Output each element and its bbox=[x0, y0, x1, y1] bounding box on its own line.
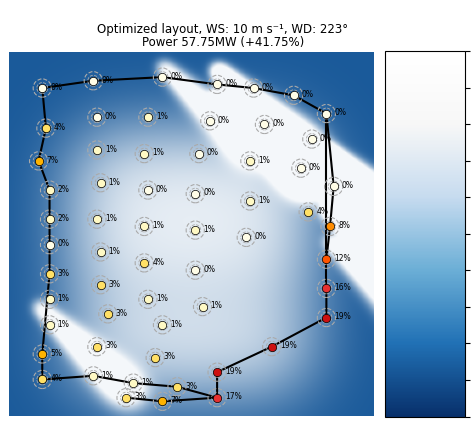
Text: 4%: 4% bbox=[152, 258, 164, 266]
Text: 1%: 1% bbox=[210, 301, 222, 310]
Text: Optimized layout, WS: 10 m s⁻¹, WD: 223°: Optimized layout, WS: 10 m s⁻¹, WD: 223° bbox=[97, 23, 348, 37]
Text: 0%: 0% bbox=[207, 148, 219, 157]
Text: 0%: 0% bbox=[342, 181, 354, 190]
Text: 0%: 0% bbox=[156, 185, 168, 194]
Text: 1%: 1% bbox=[171, 320, 182, 329]
Text: 3%: 3% bbox=[109, 280, 120, 289]
Text: 7%: 7% bbox=[46, 156, 59, 164]
Text: 0%: 0% bbox=[309, 163, 321, 172]
Text: 1%: 1% bbox=[258, 196, 270, 205]
Text: 1%: 1% bbox=[101, 371, 113, 380]
Text: 1%: 1% bbox=[57, 320, 69, 329]
Text: 1%: 1% bbox=[152, 221, 164, 230]
Text: 19%: 19% bbox=[225, 367, 242, 376]
Text: 2%: 2% bbox=[57, 185, 69, 194]
Text: 19%: 19% bbox=[280, 341, 297, 351]
Text: 1%: 1% bbox=[156, 294, 168, 303]
Text: 2%: 2% bbox=[57, 214, 69, 223]
Text: 0%: 0% bbox=[218, 116, 230, 125]
Text: 0%: 0% bbox=[171, 72, 182, 81]
Text: 3%: 3% bbox=[105, 341, 117, 351]
Text: 1%: 1% bbox=[258, 156, 270, 164]
Text: 4%: 4% bbox=[50, 374, 62, 383]
Text: 1%: 1% bbox=[105, 145, 117, 154]
Text: 1%: 1% bbox=[203, 225, 215, 234]
Text: 0%: 0% bbox=[225, 79, 237, 88]
Text: 12%: 12% bbox=[334, 254, 351, 263]
Text: 1%: 1% bbox=[152, 148, 164, 157]
Text: 0%: 0% bbox=[334, 108, 346, 117]
Text: 3%: 3% bbox=[163, 352, 175, 361]
Text: 1%: 1% bbox=[57, 294, 69, 303]
Text: 0%: 0% bbox=[262, 83, 273, 92]
Text: 0%: 0% bbox=[273, 119, 284, 128]
Text: 1%: 1% bbox=[141, 378, 153, 387]
Text: 0%: 0% bbox=[101, 76, 113, 85]
Text: 3%: 3% bbox=[185, 382, 197, 391]
Text: 7%: 7% bbox=[171, 396, 182, 405]
Text: Power 57.75MW (+41.75%): Power 57.75MW (+41.75%) bbox=[142, 36, 304, 49]
Text: 4%: 4% bbox=[54, 123, 66, 132]
Text: 0%: 0% bbox=[105, 112, 117, 121]
Text: 3%: 3% bbox=[57, 269, 70, 278]
Text: 1%: 1% bbox=[109, 178, 120, 187]
Text: 1%: 1% bbox=[156, 112, 168, 121]
Text: 5%: 5% bbox=[50, 349, 62, 358]
Text: 17%: 17% bbox=[225, 392, 242, 402]
Text: 0%: 0% bbox=[203, 188, 215, 198]
Text: 3%: 3% bbox=[116, 309, 128, 317]
Text: 19%: 19% bbox=[334, 312, 351, 321]
Text: 4%: 4% bbox=[316, 207, 328, 215]
Text: 0%: 0% bbox=[301, 90, 314, 99]
Text: 1%: 1% bbox=[105, 214, 117, 223]
Text: 3%: 3% bbox=[134, 392, 146, 402]
Text: 16%: 16% bbox=[334, 283, 351, 292]
Text: 8%: 8% bbox=[338, 221, 350, 230]
Text: 0%: 0% bbox=[203, 265, 215, 274]
Text: 1%: 1% bbox=[109, 247, 120, 256]
Text: 0%: 0% bbox=[320, 134, 332, 143]
Text: 0%: 0% bbox=[50, 83, 62, 92]
Text: 0%: 0% bbox=[254, 232, 266, 241]
Text: 0%: 0% bbox=[57, 239, 70, 249]
